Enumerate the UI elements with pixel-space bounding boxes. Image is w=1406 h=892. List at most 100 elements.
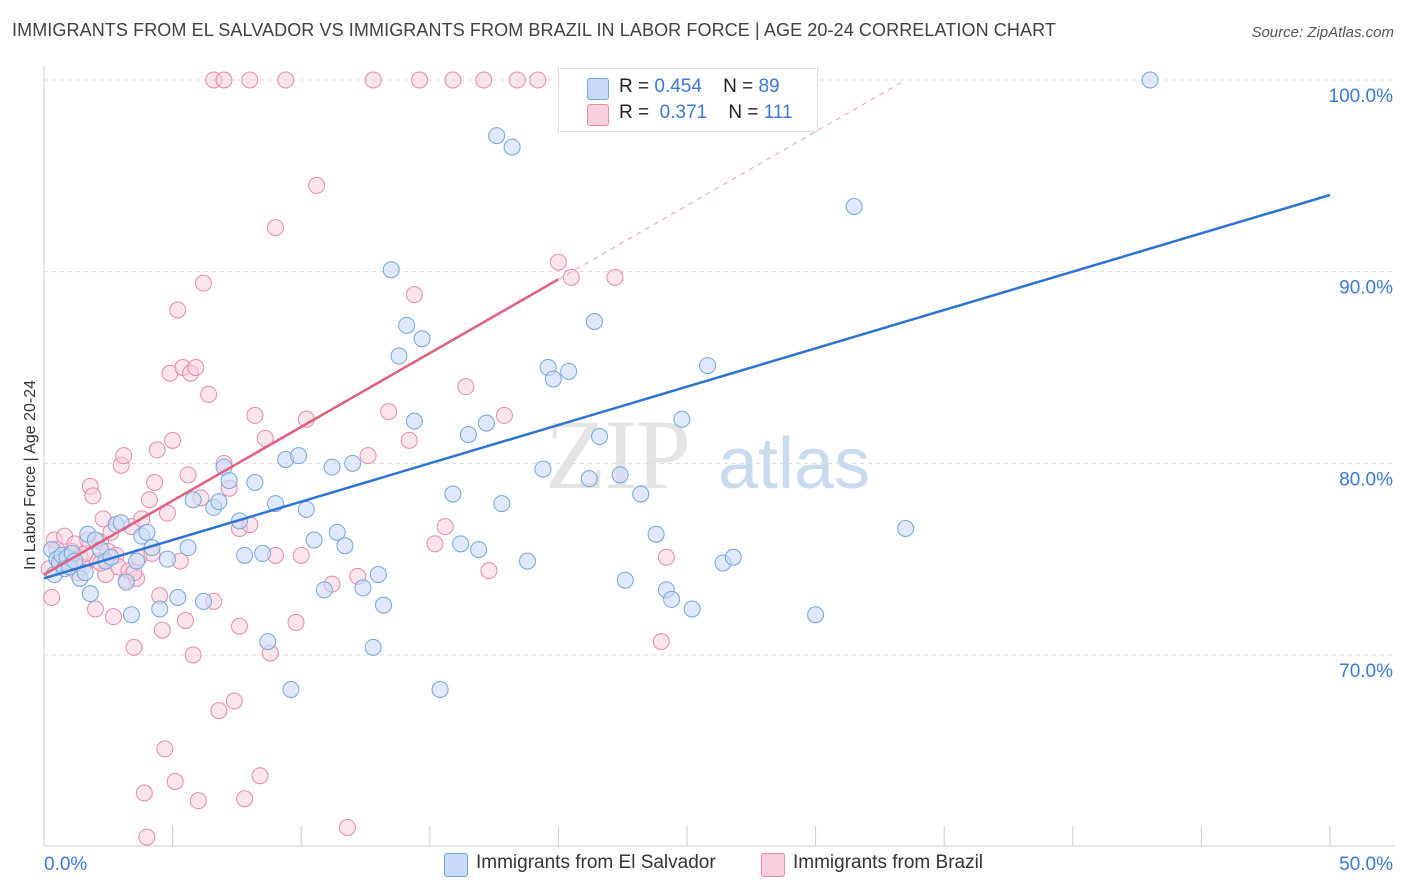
brazil-trend-extension — [558, 79, 906, 280]
el-salvador-point — [76, 564, 94, 582]
el-salvador-point — [616, 571, 634, 589]
brazil-point — [549, 253, 567, 271]
el-salvador-point — [364, 638, 382, 656]
legend-n-value: 111 — [763, 102, 793, 123]
el-salvador-point — [1141, 71, 1159, 89]
el-salvador-point — [591, 428, 609, 445]
legend-n-label: N = — [723, 76, 754, 97]
watermark-atlas: atlas — [718, 424, 870, 504]
el-salvador-point — [328, 523, 346, 541]
el-salvador-point — [259, 633, 277, 651]
brazil-point — [189, 792, 207, 810]
brazil-point — [115, 447, 133, 465]
bottom-legend-label: Immigrants from El Salvador — [476, 852, 716, 873]
legend-r-value: 0.454 — [654, 76, 702, 97]
el-salvador-point — [580, 470, 598, 488]
trend-lines — [43, 79, 1331, 580]
watermark-zip: ZIP — [545, 399, 689, 510]
brazil-point — [529, 71, 547, 89]
el-salvador-point — [534, 460, 552, 478]
legend-n-label: N = — [728, 102, 759, 123]
el-salvador-point — [519, 552, 537, 570]
legend-r-label: R = — [619, 76, 650, 97]
el-salvador-point — [459, 426, 477, 444]
el-salvador-point — [585, 313, 603, 330]
legend-n-value: 89 — [758, 76, 780, 97]
y-tick-label: 100.0% — [1329, 86, 1394, 107]
el-salvador-point — [431, 681, 449, 698]
brazil-point — [359, 447, 377, 465]
el-salvador-point — [179, 539, 197, 557]
brazil-point — [140, 491, 158, 509]
el-salvador-point — [354, 579, 372, 597]
brazil-point — [225, 692, 243, 710]
brazil-point — [266, 219, 284, 237]
brazil-point — [657, 548, 675, 566]
el-salvador-point — [315, 581, 333, 599]
el-salvador-point — [390, 347, 408, 365]
y-axis-label: In Labor Force | Age 20-24 — [22, 379, 39, 570]
el-salvador-point — [336, 537, 354, 555]
brazil-point — [194, 274, 212, 292]
el-salvador-point — [297, 500, 315, 518]
brazil-point — [338, 819, 356, 836]
el-salvador-point — [413, 330, 431, 348]
el-salvador-point — [663, 590, 681, 608]
chart-title: IMMIGRANTS FROM EL SALVADOR VS IMMIGRANT… — [12, 20, 1056, 40]
brazil-point — [436, 518, 454, 536]
brazil-point — [236, 790, 254, 808]
brazil-point — [246, 406, 264, 424]
legend-r-label: R = — [619, 102, 650, 123]
legend-r-value: 0.371 — [659, 102, 708, 123]
bottom-legend-label: Immigrants from Brazil — [793, 852, 984, 873]
el-salvador-point — [220, 472, 238, 490]
el-salvador-point — [323, 458, 341, 476]
el-salvador-point — [398, 316, 416, 334]
el-salvador-point — [444, 485, 462, 503]
el-salvador-point — [290, 447, 308, 465]
brazil-point — [411, 71, 429, 89]
brazil-point — [292, 546, 310, 564]
el-salvador-point — [254, 544, 272, 562]
bottom-legend-swatch-pink — [761, 853, 785, 877]
el-salvador-point — [560, 362, 578, 380]
brazil-point — [176, 612, 194, 629]
brazil-point — [138, 828, 156, 846]
el-salvador-points — [43, 71, 1159, 698]
brazil-point — [380, 403, 398, 421]
brazil-point — [179, 466, 197, 484]
el-salvador-trend-line — [43, 193, 1331, 580]
source-credit: Source: ZipAtlas.com — [1251, 24, 1394, 41]
el-salvador-point — [81, 585, 99, 603]
el-salvador-point — [344, 454, 362, 472]
el-salvador-point — [632, 485, 650, 503]
el-salvador-point — [246, 474, 264, 491]
brazil-point — [444, 71, 462, 89]
y-tick-label: 80.0% — [1339, 469, 1393, 490]
el-salvador-point — [470, 541, 488, 559]
el-salvador-point — [897, 520, 915, 537]
el-salvador-point — [382, 261, 400, 279]
brazil-point — [480, 562, 498, 580]
el-salvador-point — [138, 523, 156, 541]
brazil-point — [495, 406, 513, 424]
brazil-point — [457, 378, 475, 396]
brazil-point — [606, 268, 624, 286]
brazil-point — [166, 773, 184, 790]
el-salvador-point — [503, 138, 521, 156]
brazil-point — [200, 385, 218, 403]
brazil-point — [241, 71, 259, 89]
brazil-point — [277, 71, 295, 89]
legend-swatch-pink — [587, 104, 609, 126]
el-salvador-point — [724, 548, 742, 566]
el-salvador-point — [807, 606, 825, 624]
el-salvador-point — [369, 566, 387, 583]
el-salvador-point — [194, 592, 212, 610]
brazil-point — [405, 286, 423, 304]
brazil-point — [287, 613, 305, 631]
x-tick-label: 0.0% — [44, 854, 87, 875]
legend-swatch-blue — [587, 78, 609, 100]
brazil-point — [251, 767, 269, 785]
el-salvador-point — [151, 600, 169, 618]
